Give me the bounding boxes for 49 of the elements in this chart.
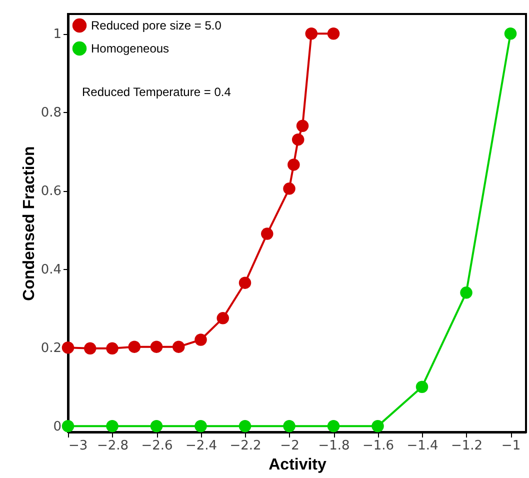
point (327, 420, 340, 432)
point (283, 420, 296, 432)
x-tick-label: −1.6 (362, 438, 394, 454)
point (504, 28, 517, 40)
x-axis-title: Activity (268, 456, 326, 474)
y-tick-label: 0 (53, 420, 62, 435)
point (296, 120, 309, 132)
point (238, 420, 252, 432)
point (288, 158, 300, 171)
point (62, 342, 74, 354)
point (292, 133, 304, 146)
point (106, 342, 118, 355)
annotation: Reduced Temperature = 0.4 (82, 85, 232, 99)
y-tick-label: 0.4 (40, 262, 62, 278)
point (305, 28, 318, 40)
x-tick-label: −2.2 (230, 438, 262, 454)
y-tick-label: 1 (53, 27, 62, 42)
point (84, 342, 96, 355)
x-tick-label: −1.4 (406, 438, 438, 454)
point (194, 334, 207, 346)
point (150, 340, 163, 353)
y-tick-label: 0.8 (40, 106, 62, 121)
legend-label: Reduced pore size = 5.0 (91, 18, 222, 32)
point (460, 286, 472, 299)
point (150, 420, 163, 432)
x-tick-label: −1.8 (318, 438, 350, 454)
x-tick-label: −1.2 (450, 438, 483, 454)
x-tick-label: −2.6 (141, 438, 173, 454)
point (261, 228, 274, 240)
legend-label: Homogeneous (91, 42, 170, 56)
x-tick-label: −1 (501, 438, 521, 454)
point (194, 420, 207, 432)
point (327, 28, 340, 40)
x-tick-label: −2 (280, 438, 300, 454)
point (283, 182, 296, 195)
x-tick-label: −2.8 (96, 438, 129, 454)
point (128, 340, 140, 353)
y-tick-label: 0.2 (40, 341, 62, 356)
point (216, 312, 230, 324)
point (62, 420, 74, 432)
point (416, 380, 428, 393)
y-axis-title: Condensed Fraction (20, 146, 38, 301)
x-tick-label: −3 (68, 438, 88, 454)
point (106, 420, 118, 432)
point (172, 340, 185, 353)
x-tick-label: −2.4 (185, 438, 218, 454)
point (238, 276, 252, 289)
point (372, 420, 384, 432)
y-tick-label: 0.6 (40, 184, 62, 200)
